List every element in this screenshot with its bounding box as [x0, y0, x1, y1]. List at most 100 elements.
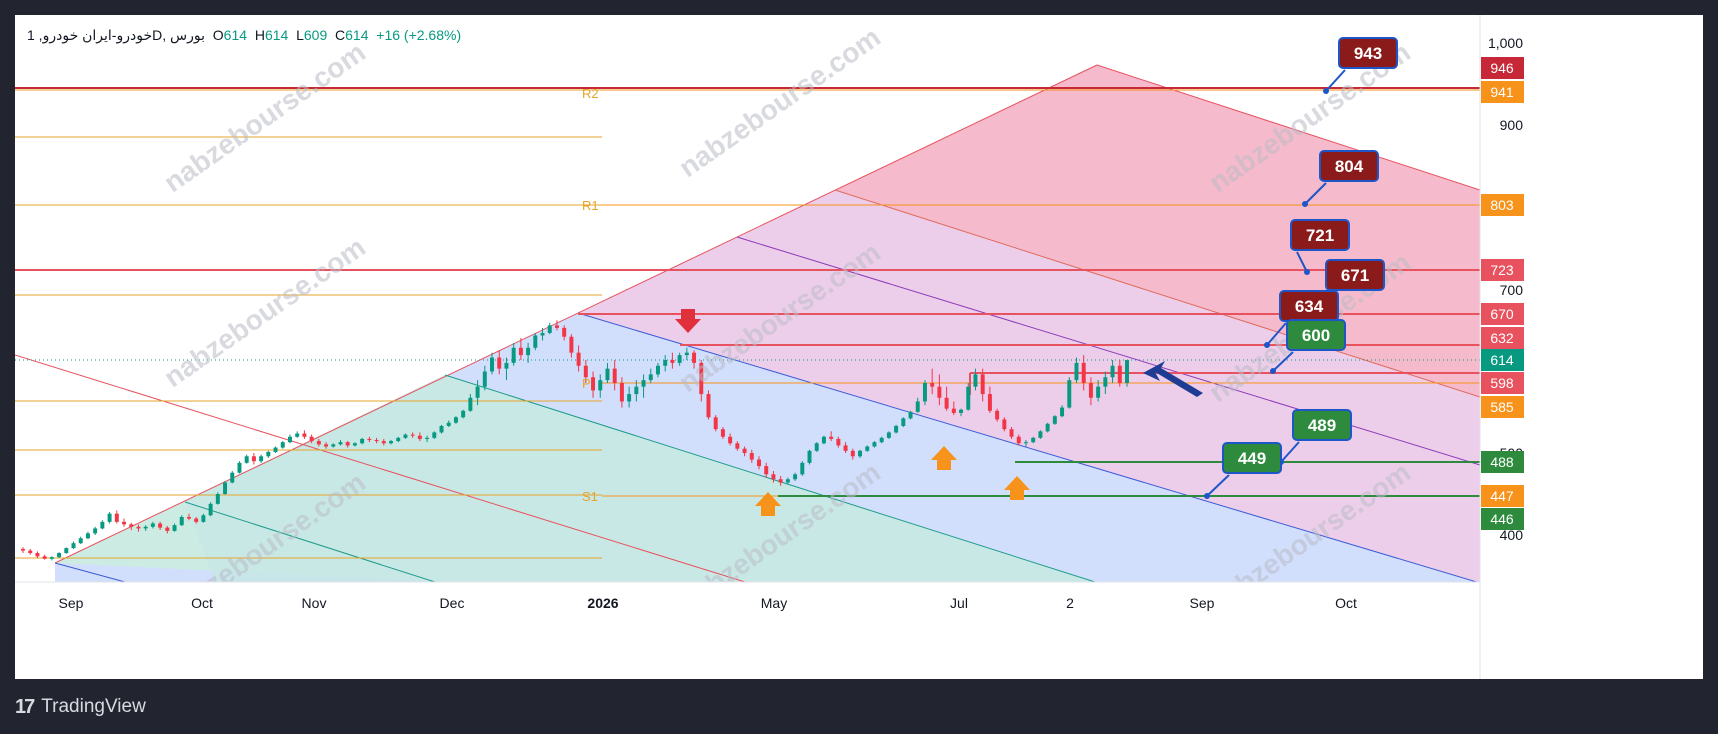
candle-body — [1096, 386, 1101, 398]
change-value: +16 (+2.68%) — [376, 27, 462, 43]
candle-body — [114, 513, 119, 522]
candle — [980, 368, 985, 402]
fan-teal-line-2 — [184, 501, 436, 582]
candle-body — [591, 377, 596, 391]
candle — [540, 327, 545, 341]
candle — [338, 440, 343, 446]
time-tick-label: 2 — [1066, 595, 1074, 611]
candle — [230, 471, 235, 484]
candle — [179, 515, 184, 526]
candle — [692, 350, 697, 369]
candle — [937, 374, 942, 406]
candle — [843, 442, 848, 453]
callout-anchor — [1302, 201, 1308, 207]
price-tag-text: 446 — [1490, 511, 1514, 527]
candle-body — [692, 352, 697, 363]
candle — [684, 347, 689, 360]
candle-body — [547, 325, 552, 333]
candle — [554, 320, 559, 331]
candle-body — [511, 347, 516, 363]
candle-body — [1031, 437, 1036, 443]
callout-pointer — [1296, 251, 1308, 273]
high-value: 614 — [264, 27, 289, 43]
candle — [576, 345, 581, 372]
callout-box — [1338, 37, 1398, 69]
callout-box — [1222, 442, 1282, 474]
candle-body — [338, 442, 343, 445]
callout-943: 943 — [1323, 37, 1398, 94]
candle — [699, 360, 704, 402]
candle-body — [504, 362, 509, 369]
callout-671: 671 — [1312, 259, 1385, 298]
price-chart[interactable]: R2 R1 P S1 nabzebourse.com nabzebourse.com nab… — [15, 15, 1703, 679]
callout-box — [1325, 259, 1385, 291]
candle-body — [728, 436, 733, 444]
price-tag-text: 723 — [1490, 262, 1514, 278]
candle-body — [374, 440, 379, 442]
candle-body — [1074, 362, 1079, 381]
candle-body — [244, 456, 249, 463]
candle — [807, 449, 812, 465]
candle — [814, 442, 819, 452]
candle-body — [136, 526, 141, 529]
price-tag-box — [1481, 194, 1524, 216]
callout-text: 671 — [1341, 266, 1369, 285]
candle-body — [951, 408, 956, 413]
candle — [742, 446, 747, 457]
candle — [569, 334, 574, 358]
price-tag-text: 598 — [1490, 375, 1514, 391]
price-tag-670: 670 — [1481, 303, 1524, 325]
tradingview-brand[interactable]: TradingView — [41, 696, 146, 717]
candle-body — [1038, 431, 1043, 438]
candle — [1002, 417, 1007, 432]
candle — [114, 510, 119, 524]
candle — [57, 552, 62, 558]
candle-body — [821, 436, 826, 444]
candle-body — [800, 462, 805, 475]
candle-body — [107, 513, 112, 522]
candle — [663, 355, 668, 372]
time-tick-label: Nov — [302, 595, 327, 611]
candle — [706, 390, 711, 420]
candle-body — [720, 429, 725, 437]
price-tick-label: 1,000 — [1488, 35, 1523, 51]
candle — [78, 536, 83, 545]
candle-body — [266, 451, 271, 457]
candle-body — [273, 447, 278, 452]
low-label: L — [296, 27, 304, 43]
candle-body — [396, 437, 401, 442]
candle — [944, 386, 949, 411]
candle — [764, 462, 769, 478]
candle — [64, 547, 69, 554]
time-tick-label: May — [761, 595, 787, 611]
candle — [648, 368, 653, 383]
candle-body — [814, 443, 819, 451]
candle-body — [612, 368, 617, 383]
candle — [959, 408, 964, 417]
candle-body — [583, 365, 588, 378]
candle — [1081, 355, 1086, 391]
price-tick-label: 400 — [1500, 527, 1524, 543]
candle — [894, 424, 899, 434]
candle — [497, 350, 502, 375]
candle-body — [1016, 436, 1021, 444]
candle-body — [287, 436, 292, 443]
watermark-text: nabzebourse.com — [158, 231, 371, 393]
time-tick-label: 2026 — [587, 595, 618, 611]
candle — [670, 352, 675, 369]
watermark-text: nabzebourse.com — [158, 36, 371, 198]
up-arrow-icon — [931, 446, 957, 470]
candle — [879, 436, 884, 444]
tradingview-logo-icon[interactable]: 17 — [15, 695, 35, 718]
candle-body — [165, 527, 170, 531]
candle-body — [100, 521, 105, 529]
candle-body — [42, 556, 47, 559]
candle — [172, 523, 177, 532]
candle — [49, 556, 54, 561]
candle — [1125, 360, 1129, 387]
callout-box — [1292, 409, 1352, 441]
candle-body — [670, 360, 675, 363]
candle-body — [21, 548, 25, 551]
price-tag-text: 614 — [1490, 352, 1514, 368]
fan-median-line — [577, 312, 1479, 582]
